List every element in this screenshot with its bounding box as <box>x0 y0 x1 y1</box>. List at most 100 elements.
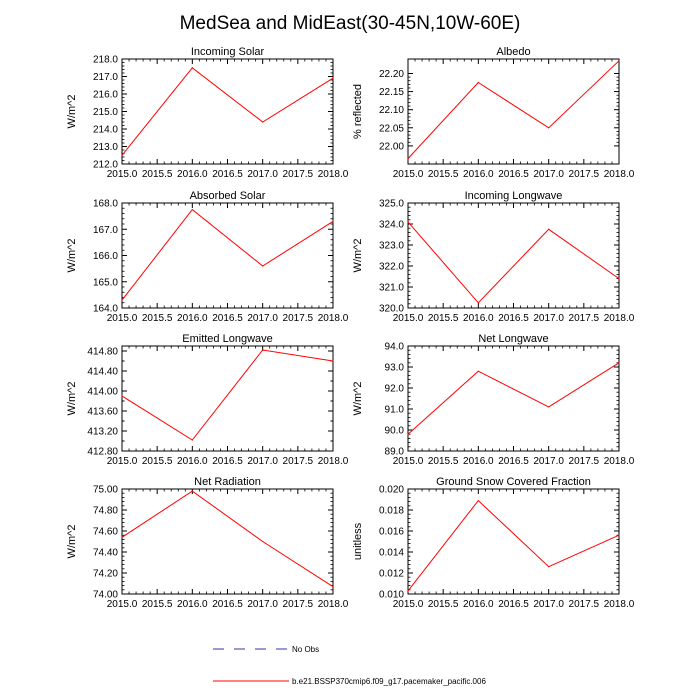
y-tick-label: 413.60 <box>87 407 118 418</box>
x-tick-label: 2015.5 <box>142 599 173 610</box>
y-tick-label: 323.0 <box>379 241 404 252</box>
y-axis-label: unitless <box>352 522 364 560</box>
y-tick-label: 325.0 <box>379 199 404 210</box>
panel-title: Incoming Solar <box>191 46 265 58</box>
data-point <box>191 208 193 211</box>
y-tick-label: 0.010 <box>379 590 404 601</box>
y-axis-label: W/m^2 <box>352 382 364 416</box>
panel-title: Net Longwave <box>478 333 548 345</box>
y-tick-label: 214.0 <box>93 125 118 136</box>
data-point <box>477 81 479 84</box>
x-tick-label: 2015.5 <box>428 169 459 180</box>
x-tick-label: 2017.5 <box>283 169 314 180</box>
plot-frame <box>407 345 620 452</box>
data-point <box>548 566 550 568</box>
data-point <box>618 278 620 280</box>
x-tick-label: 2016.5 <box>212 599 243 610</box>
series-line <box>121 67 334 156</box>
data-point <box>262 121 264 123</box>
panel-4: Emitted Longwave W/m^2 2015.0 2015.5 2016.0 2… <box>66 333 349 467</box>
plot-frame <box>121 345 334 452</box>
series-line <box>407 221 620 304</box>
y-axis-label: W/m^2 <box>66 95 78 129</box>
panel-0: Incoming Solar W/m^2 2015.0 2015.5 2016.0 201… <box>66 46 349 180</box>
data-point <box>618 60 620 62</box>
data-point <box>332 586 334 588</box>
x-tick-label: 2015.5 <box>142 169 173 180</box>
y-tick-label: 216.0 <box>93 90 118 101</box>
plot-frame <box>121 58 334 165</box>
x-tick-label: 2016.5 <box>498 599 529 610</box>
y-tick-label: 74.00 <box>93 590 118 601</box>
y-tick-label: 168.0 <box>93 199 118 210</box>
y-tick-label: 0.020 <box>379 485 404 496</box>
plot-frame <box>121 488 334 595</box>
y-tick-label: 92.0 <box>385 384 405 395</box>
x-tick-label: 2017.0 <box>533 599 564 610</box>
series-line <box>121 208 334 301</box>
x-tick-label: 2017.0 <box>247 169 278 180</box>
x-tick-label: 2016.0 <box>463 456 494 467</box>
x-tick-label: 2015.0 <box>393 313 424 324</box>
x-tick-label: 2017.0 <box>247 313 278 324</box>
x-tick-label: 2017.0 <box>247 456 278 467</box>
y-tick-label: 414.80 <box>87 347 118 358</box>
x-tick-label: 2018.0 <box>318 599 349 610</box>
series-line <box>407 499 620 592</box>
plot-frame <box>121 202 334 309</box>
y-tick-label: 0.016 <box>379 527 404 538</box>
x-tick-label: 2015.0 <box>107 169 138 180</box>
y-tick-label: 22.05 <box>379 123 404 134</box>
data-point <box>407 590 409 592</box>
y-axis-label: W/m^2 <box>66 239 78 273</box>
y-tick-label: 22.10 <box>379 105 404 116</box>
data-point <box>262 265 264 267</box>
plot-frame <box>407 202 620 309</box>
y-tick-label: 320.0 <box>379 304 404 315</box>
x-tick-label: 2016.0 <box>177 313 208 324</box>
x-tick-label: 2015.5 <box>428 599 459 610</box>
panel-3: Incoming Longwave W/m^2 2015.0 2015.5 2016.0… <box>352 190 635 324</box>
x-tick-label: 2017.5 <box>283 599 314 610</box>
x-tick-label: 2017.0 <box>533 169 564 180</box>
y-tick-label: 217.0 <box>93 72 118 83</box>
x-tick-label: 2016.5 <box>212 456 243 467</box>
y-tick-label: 212.0 <box>93 160 118 171</box>
x-tick-label: 2018.0 <box>604 456 635 467</box>
x-tick-label: 2016.0 <box>177 599 208 610</box>
y-tick-label: 22.20 <box>379 69 404 80</box>
data-point <box>548 406 550 408</box>
y-tick-label: 166.0 <box>93 251 118 262</box>
series-line <box>407 362 620 435</box>
legend: No Obs b.e21.BSSP370cmip6.f09_g17.pacemak… <box>213 645 486 686</box>
data-point <box>407 221 409 223</box>
panel-title: Ground Snow Covered Fraction <box>436 476 591 488</box>
x-tick-label: 2015.0 <box>107 456 138 467</box>
x-tick-label: 2016.0 <box>177 456 208 467</box>
y-axis-label: W/m^2 <box>66 525 78 559</box>
y-tick-label: 22.15 <box>379 87 404 98</box>
panel-2: Absorbed Solar W/m^2 2015.0 2015.5 2016.0 201… <box>66 190 349 324</box>
y-tick-label: 94.0 <box>385 342 405 353</box>
x-tick-label: 2016.5 <box>498 313 529 324</box>
x-tick-label: 2015.0 <box>393 169 424 180</box>
data-point <box>121 154 123 156</box>
plot-frame <box>407 58 620 165</box>
y-tick-label: 414.40 <box>87 367 118 378</box>
data-point <box>121 395 123 397</box>
x-tick-label: 2015.0 <box>107 313 138 324</box>
panel-title: Albedo <box>496 46 530 58</box>
series-line <box>407 60 620 159</box>
x-tick-label: 2018.0 <box>318 313 349 324</box>
data-point <box>332 360 334 362</box>
data-point <box>548 228 550 230</box>
y-tick-label: 0.012 <box>379 569 404 580</box>
y-tick-label: 215.0 <box>93 107 118 118</box>
data-point <box>332 220 334 222</box>
series-line <box>121 349 334 441</box>
data-point <box>262 540 264 543</box>
x-tick-label: 2016.0 <box>463 169 494 180</box>
y-axis-label: % reflected <box>352 84 364 139</box>
y-tick-label: 90.0 <box>385 426 405 437</box>
